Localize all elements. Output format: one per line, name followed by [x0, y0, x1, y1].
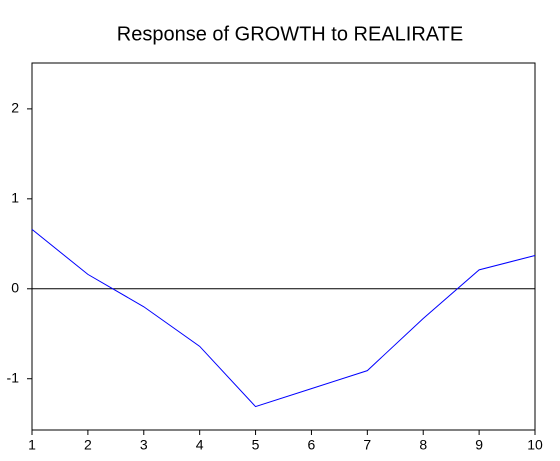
chart-title: Response of GROWTH to REALIRATE — [117, 23, 463, 45]
x-tick-label: 10 — [527, 437, 543, 453]
x-tick-label: 3 — [140, 437, 148, 453]
plot-frame — [31, 62, 536, 431]
y-tick-label: 2 — [11, 100, 19, 116]
x-tick-label: 4 — [196, 437, 204, 453]
y-tick-label: 1 — [11, 190, 19, 206]
x-tick-label: 1 — [28, 437, 36, 453]
x-tick-label: 6 — [308, 437, 316, 453]
y-tick-label: 0 — [11, 279, 19, 295]
x-tick-label: 8 — [419, 437, 427, 453]
y-tick-label: -1 — [7, 369, 20, 385]
series-line — [31, 229, 536, 408]
x-tick-label: 5 — [252, 437, 260, 453]
x-tick-label: 7 — [363, 437, 371, 453]
x-tick-label: 9 — [475, 437, 483, 453]
x-tick-label: 2 — [84, 437, 92, 453]
